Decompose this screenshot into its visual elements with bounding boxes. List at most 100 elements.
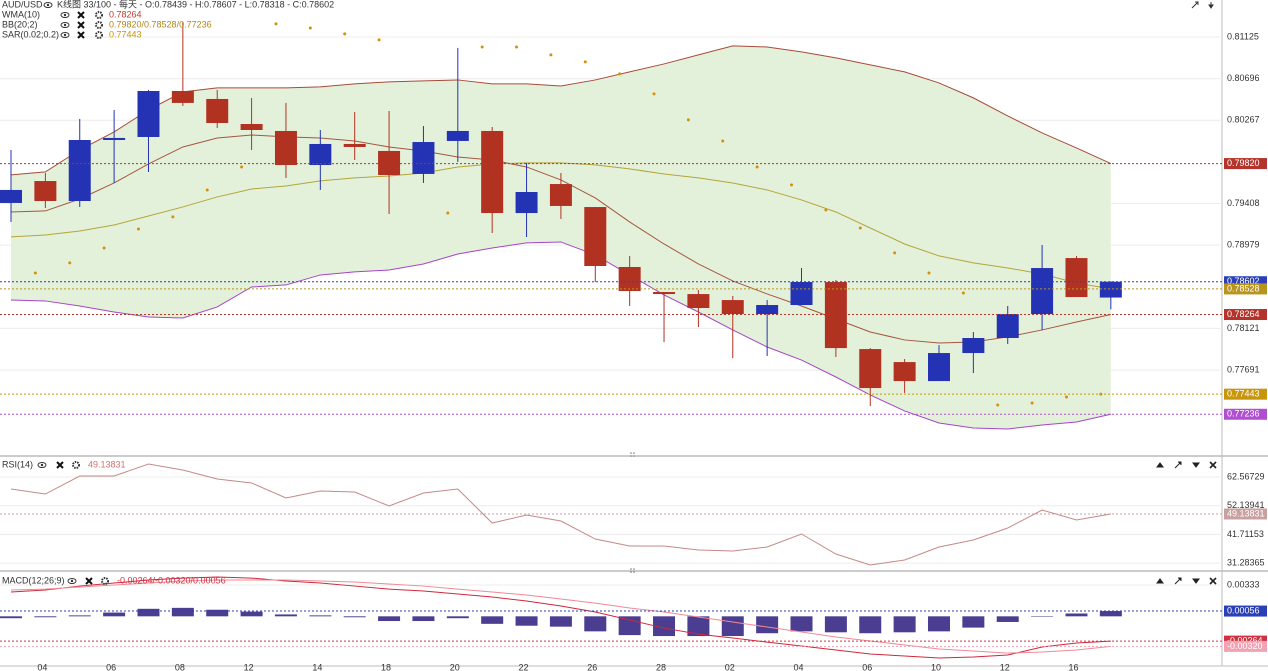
candle-body — [274, 130, 297, 166]
settings-icon[interactable] — [101, 577, 109, 585]
down-icon[interactable] — [1208, 2, 1214, 9]
candle-body — [790, 282, 813, 306]
marker-box — [1224, 605, 1267, 617]
sar-dot — [308, 26, 312, 30]
panel-control[interactable] — [1156, 578, 1164, 584]
remove-icon[interactable] — [77, 11, 85, 19]
chart-title: AUD/USD — [2, 0, 43, 9]
marker-box — [1224, 640, 1267, 652]
x-tick-label: 10 — [931, 662, 941, 671]
x-tick-label: 12 — [244, 662, 254, 671]
settings-icon[interactable] — [72, 461, 80, 469]
resize-handle[interactable] — [633, 571, 635, 573]
marker-label: 49.13831 — [1227, 508, 1265, 518]
x-tick-label: 12 — [1000, 662, 1010, 671]
resize-handle[interactable] — [633, 455, 635, 457]
eye-pupil — [63, 33, 67, 37]
histogram-bar — [515, 616, 538, 626]
histogram-bar — [549, 616, 572, 627]
panel-control[interactable] — [1192, 462, 1200, 468]
chart-subtitle: K线图 33/100 - 每天 - O:0.78439 - H:0.78607 … — [57, 0, 334, 9]
eye-icon[interactable] — [37, 462, 47, 468]
histogram-bar — [721, 616, 744, 637]
panel-control[interactable] — [1192, 578, 1200, 584]
remove-icon[interactable] — [56, 461, 64, 469]
candle-body — [584, 207, 607, 267]
expand-icon[interactable] — [1191, 1, 1199, 9]
marker-label: 0.77443 — [1227, 389, 1260, 399]
eye-pupil — [70, 579, 74, 583]
sar-dot — [480, 45, 484, 49]
histogram-bar — [481, 616, 504, 624]
histogram-bar — [171, 607, 194, 617]
panel-control[interactable] — [1174, 577, 1182, 585]
histogram-bar — [927, 616, 950, 632]
resize-handle[interactable] — [633, 452, 635, 454]
resize-handle[interactable] — [630, 571, 632, 573]
histogram-bar — [274, 614, 297, 617]
candle-body — [1065, 258, 1088, 298]
histogram-bar — [412, 616, 435, 622]
settings-icon[interactable] — [95, 21, 103, 29]
panel-title: MACD(12;26;9) — [2, 575, 65, 585]
remove-icon[interactable] — [77, 31, 85, 39]
indicator-readout: 0.77443 — [109, 29, 142, 39]
remove-icon[interactable] — [85, 577, 93, 585]
macd-line — [10, 576, 1111, 659]
x-tick-label: 18 — [381, 662, 391, 671]
histogram-bar — [687, 616, 710, 637]
resize-handle[interactable] — [630, 452, 632, 454]
histogram-bar — [618, 616, 641, 636]
settings-icon[interactable] — [95, 11, 103, 19]
candle-body — [137, 91, 160, 137]
sar-dot — [1030, 401, 1034, 405]
eye-icon[interactable] — [60, 32, 70, 38]
marker-box — [1224, 388, 1267, 400]
x-tick-label: 04 — [37, 662, 47, 671]
marker-label: -0.00264 — [1227, 636, 1263, 646]
marker-label: -0.00320 — [1227, 641, 1263, 651]
eye-icon[interactable] — [60, 22, 70, 28]
histogram-bar — [653, 616, 676, 637]
marker-box — [1224, 309, 1267, 321]
candle-body — [859, 349, 882, 389]
indicator-readout: 0.78264 — [109, 9, 142, 19]
candle-body — [1031, 268, 1054, 315]
panel-control[interactable] — [1209, 461, 1217, 469]
eye-pupil — [63, 23, 67, 27]
histogram-bar — [824, 616, 847, 633]
y-tick-label: 52.13941 — [1227, 500, 1265, 510]
sar-dot — [68, 261, 72, 265]
resize-handle[interactable] — [630, 455, 632, 457]
histogram-bar — [584, 616, 607, 632]
sar-dot — [171, 215, 175, 219]
candle-body — [309, 143, 332, 166]
marker-label: 0.78528 — [1227, 283, 1260, 293]
candle-body — [343, 143, 366, 147]
histogram-bar — [309, 615, 332, 617]
histogram-bar — [756, 616, 779, 634]
candle-body — [481, 130, 504, 214]
sar-dot — [858, 226, 862, 230]
histogram-bar — [0, 616, 22, 619]
resize-handle[interactable] — [630, 568, 632, 570]
eye-pupil — [40, 463, 44, 467]
sar-dot — [893, 251, 897, 255]
x-tick-label: 28 — [656, 662, 666, 671]
panel-control[interactable] — [1174, 461, 1182, 469]
eye-icon[interactable] — [60, 12, 70, 18]
panel-control[interactable] — [1156, 462, 1164, 468]
remove-icon[interactable] — [77, 21, 85, 29]
candle-body — [927, 353, 950, 382]
y-tick-label: 0.78121 — [1227, 323, 1260, 333]
eye-icon[interactable] — [67, 578, 77, 584]
indicator-name: WMA(10) — [2, 9, 40, 19]
histogram-bar — [68, 615, 91, 617]
resize-handle[interactable] — [633, 568, 635, 570]
settings-icon[interactable] — [95, 31, 103, 39]
y-tick-label: 0.00333 — [1227, 579, 1260, 589]
panel-title: RSI(14) — [2, 459, 33, 469]
panel-control[interactable] — [1209, 577, 1217, 585]
eye-icon[interactable] — [43, 2, 53, 8]
